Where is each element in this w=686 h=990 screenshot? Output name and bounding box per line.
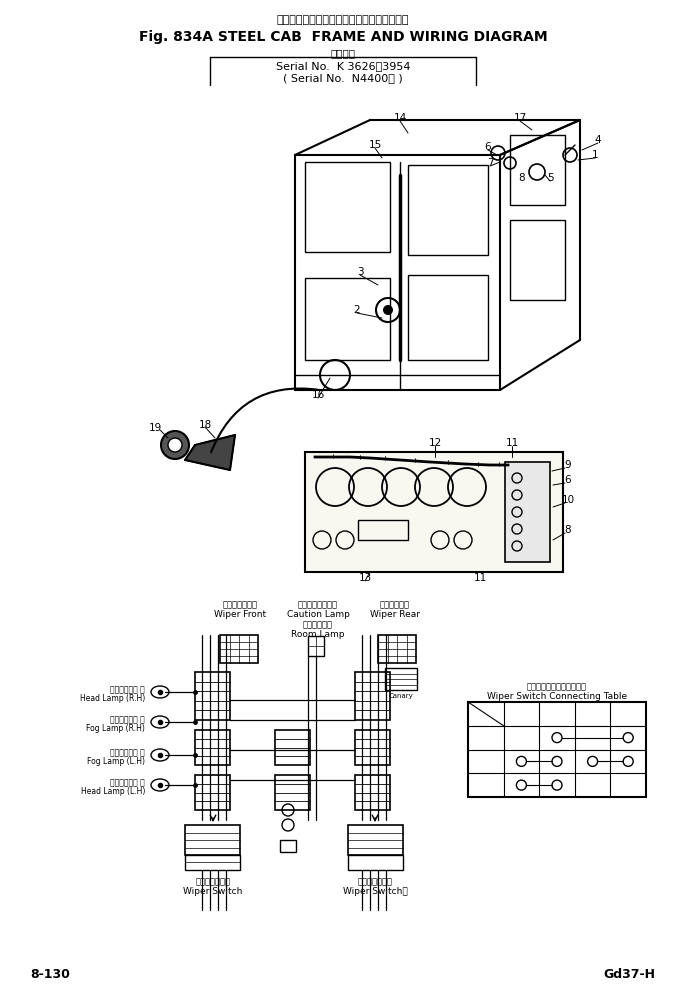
Bar [185,825,240,855]
Bar [305,162,390,252]
Text: コーションランプ: コーションランプ [298,600,338,609]
Text: Wiper Switch: Wiper Switch [183,887,243,896]
Text: Head Lamp (L.H): Head Lamp (L.H) [81,787,145,796]
Text: ヘッドランプ 左: ヘッドランプ 左 [110,778,145,787]
Bar [355,730,390,765]
Text: Wiper Front: Wiper Front [214,610,266,619]
Text: フォグランプ 左: フォグランプ 左 [110,748,145,757]
Text: Gd37-H: Gd37-H [603,968,655,981]
Bar [195,672,230,720]
Text: ルームランプ: ルームランプ [303,620,333,629]
Bar [348,825,403,855]
Text: 19: 19 [148,423,162,433]
Text: 14: 14 [393,113,407,123]
Text: 15: 15 [368,140,381,150]
Bar [468,702,646,797]
Text: 18: 18 [198,420,211,430]
Text: ワイパリヤー: ワイパリヤー [380,600,410,609]
Text: スチールキャブ．フレームおよび配　線　図: スチールキャブ．フレームおよび配 線 図 [276,15,410,25]
Bar [280,840,296,852]
Text: ヘッドランプ 右: ヘッドランプ 右 [110,685,145,694]
Circle shape [383,305,393,315]
Text: Wiper Switch，: Wiper Switch， [342,887,407,896]
Text: フォグランプ 右: フォグランプ 右 [110,715,145,724]
Text: 8: 8 [519,173,525,183]
Bar [385,668,417,690]
Bar [355,775,390,810]
Bar [195,775,230,810]
Bar [308,636,324,656]
Text: Canary: Canary [389,693,414,699]
Bar [358,520,408,540]
Bar [408,165,488,255]
Text: 5: 5 [547,173,554,183]
Text: ( Serial No.  N4400～ ): ( Serial No. N4400～ ) [283,73,403,83]
Text: Wiper Rear: Wiper Rear [370,610,420,619]
Bar [510,220,565,300]
Bar [305,452,563,572]
Text: 11: 11 [473,573,486,583]
Bar [408,275,488,360]
Bar [185,855,240,870]
Text: ワイパスイッチ: ワイパスイッチ [196,877,230,886]
Bar [275,730,310,765]
Text: Room Lamp: Room Lamp [292,630,345,639]
Text: Fog Lamp (R.H): Fog Lamp (R.H) [86,724,145,733]
Text: 9: 9 [565,460,571,470]
Text: 16: 16 [311,390,324,400]
Bar [220,635,258,663]
Bar [275,775,310,810]
Bar [355,672,390,720]
Bar [378,635,416,663]
Circle shape [168,438,182,452]
Text: Caution Lamp: Caution Lamp [287,610,349,619]
Text: 4: 4 [595,135,602,145]
Bar [195,730,230,765]
Bar [348,855,403,870]
Text: 10: 10 [561,495,575,505]
Text: ワイパスイッチ接　続　表: ワイパスイッチ接 続 表 [527,682,587,691]
Bar [505,462,550,562]
Text: 13: 13 [358,573,372,583]
Text: 12: 12 [428,438,442,448]
Text: 2: 2 [354,305,360,315]
Text: 6: 6 [565,475,571,485]
Circle shape [161,431,189,459]
Text: 8-130: 8-130 [30,968,70,981]
Polygon shape [185,435,235,470]
Text: 3: 3 [357,267,364,277]
Text: 6: 6 [485,142,491,152]
Text: Serial No.  K 3626～3954: Serial No. K 3626～3954 [276,61,410,71]
Text: 7: 7 [486,158,493,168]
Bar [305,278,390,360]
Text: Head Lamp (R.H): Head Lamp (R.H) [80,694,145,703]
Text: 11: 11 [506,438,519,448]
Text: 1: 1 [592,150,598,160]
Text: Fog Lamp (L.H): Fog Lamp (L.H) [87,757,145,766]
Text: 17: 17 [513,113,527,123]
Text: ワイパフロント: ワイパフロント [222,600,257,609]
Text: Wiper Switch Connecting Table: Wiper Switch Connecting Table [487,692,627,701]
Bar [510,135,565,205]
Text: Fig. 834A STEEL CAB  FRAME AND WIRING DIAGRAM: Fig. 834A STEEL CAB FRAME AND WIRING DIA… [139,30,547,44]
Text: 通用号機: 通用号機 [331,48,355,58]
Text: ワイパスイッチ: ワイパスイッチ [357,877,392,886]
Text: 8: 8 [565,525,571,535]
